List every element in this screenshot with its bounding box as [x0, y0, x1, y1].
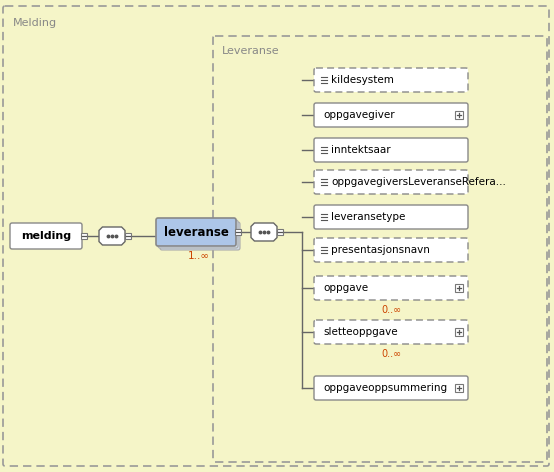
Polygon shape: [251, 223, 277, 241]
Text: oppgavegiversLeveranseRefera...: oppgavegiversLeveranseRefera...: [331, 177, 506, 187]
Text: oppgavegiver: oppgavegiver: [323, 110, 394, 120]
Bar: [235, 229, 241, 235]
Text: leveranse: leveranse: [163, 226, 228, 238]
Text: Leveranse: Leveranse: [222, 46, 280, 56]
Text: 1..∞: 1..∞: [188, 251, 210, 261]
Bar: [455, 111, 463, 119]
FancyBboxPatch shape: [314, 68, 468, 92]
Text: melding: melding: [21, 231, 71, 241]
FancyBboxPatch shape: [213, 36, 547, 462]
Bar: [277, 229, 283, 235]
FancyBboxPatch shape: [314, 320, 468, 344]
Text: inntektsaar: inntektsaar: [331, 145, 391, 155]
FancyBboxPatch shape: [10, 223, 82, 249]
FancyBboxPatch shape: [156, 218, 236, 246]
Bar: [455, 284, 463, 292]
FancyBboxPatch shape: [314, 376, 468, 400]
FancyBboxPatch shape: [158, 220, 238, 248]
Text: oppgaveoppsummering: oppgaveoppsummering: [323, 383, 447, 393]
FancyBboxPatch shape: [314, 205, 468, 229]
Bar: [455, 384, 463, 392]
FancyBboxPatch shape: [3, 6, 549, 466]
FancyBboxPatch shape: [314, 138, 468, 162]
Text: kildesystem: kildesystem: [331, 75, 394, 85]
Text: oppgave: oppgave: [323, 283, 368, 293]
FancyBboxPatch shape: [314, 276, 468, 300]
Text: 0..∞: 0..∞: [381, 305, 401, 315]
FancyBboxPatch shape: [314, 103, 468, 127]
FancyBboxPatch shape: [314, 238, 468, 262]
Bar: [125, 233, 131, 239]
Bar: [455, 328, 463, 336]
FancyBboxPatch shape: [160, 222, 240, 250]
Bar: [81, 233, 87, 239]
Text: sletteoppgave: sletteoppgave: [323, 327, 398, 337]
Text: leveransetype: leveransetype: [331, 212, 406, 222]
FancyBboxPatch shape: [314, 170, 468, 194]
Text: Melding: Melding: [13, 18, 57, 28]
Polygon shape: [99, 227, 125, 245]
Text: 0..∞: 0..∞: [381, 349, 401, 359]
Text: presentasjonsnavn: presentasjonsnavn: [331, 245, 430, 255]
